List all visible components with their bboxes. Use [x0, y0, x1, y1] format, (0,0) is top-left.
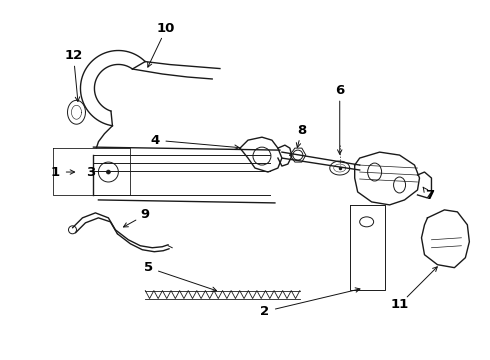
Text: 11: 11	[391, 298, 409, 311]
Text: 2: 2	[260, 305, 270, 318]
Text: 10: 10	[157, 22, 175, 35]
Text: 12: 12	[64, 49, 83, 62]
Text: 8: 8	[297, 124, 306, 137]
Circle shape	[106, 170, 110, 174]
Text: 6: 6	[335, 84, 344, 97]
Text: 9: 9	[141, 208, 150, 221]
Text: 4: 4	[150, 134, 160, 147]
Text: 5: 5	[144, 261, 153, 274]
Text: 7: 7	[425, 189, 434, 202]
Text: 3: 3	[86, 166, 95, 179]
Text: 1: 1	[51, 166, 60, 179]
